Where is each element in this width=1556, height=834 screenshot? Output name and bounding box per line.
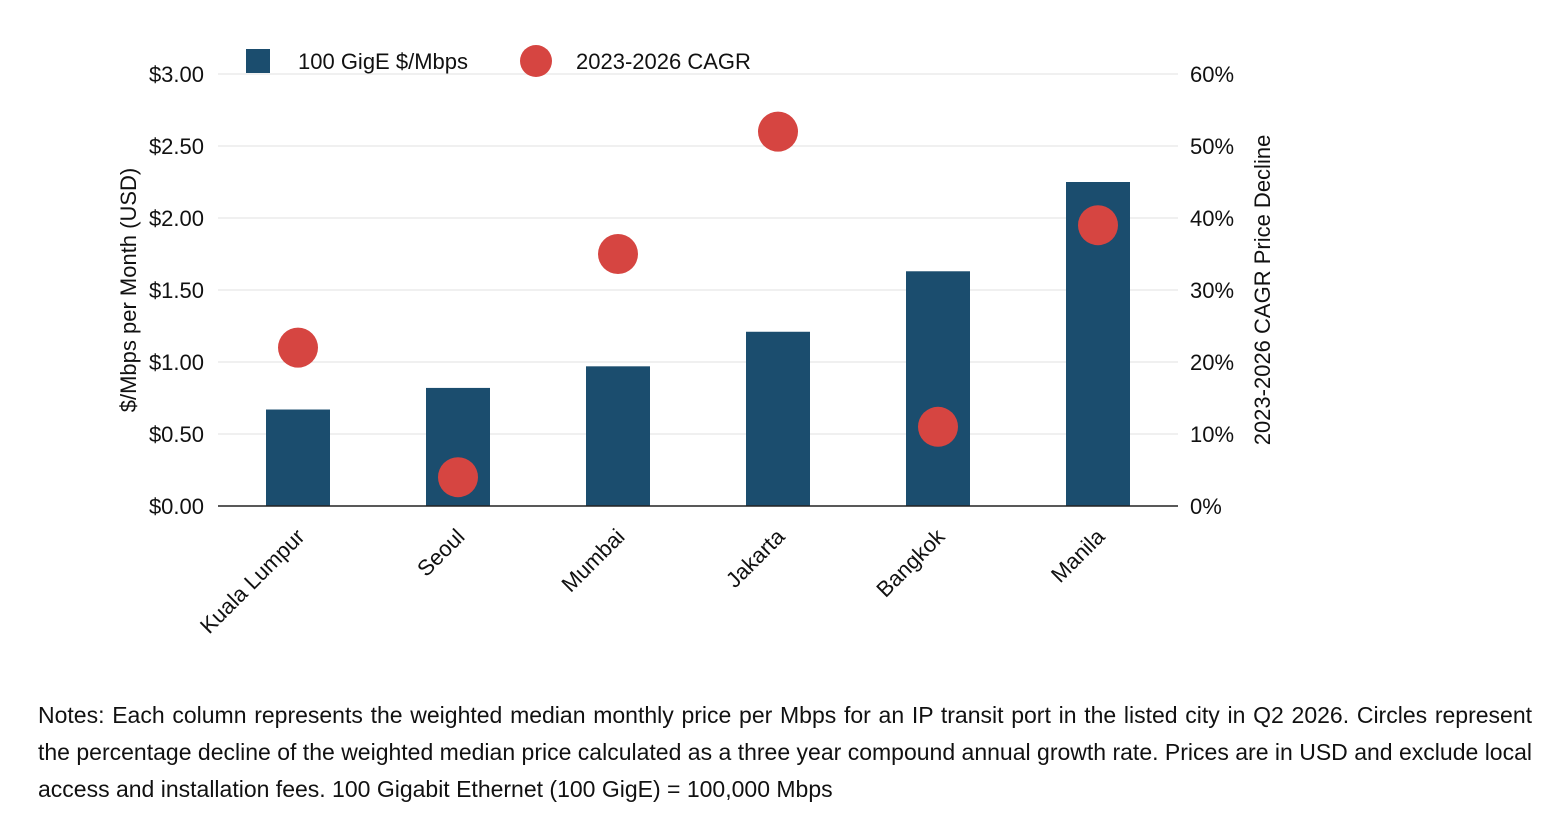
bar <box>906 271 970 506</box>
bar <box>586 366 650 506</box>
gridlines <box>218 73 1178 435</box>
cagr-point <box>1078 205 1118 246</box>
legend-label-bar: 100 GigE $/Mbps <box>298 49 468 74</box>
legend-swatch-bar <box>246 49 270 73</box>
x-tick-label: Bangkok <box>871 523 950 602</box>
cagr-point <box>758 111 798 152</box>
left-tick-label: $0.00 <box>149 494 204 519</box>
right-tick-label: 10% <box>1190 422 1234 447</box>
left-tick-label: $1.00 <box>149 350 204 375</box>
x-axis-ticks: Kuala Lumpur Seoul Mumbai Jakarta Bangkok Man… <box>195 523 1110 638</box>
cagr-point <box>598 234 638 274</box>
left-tick-label: $2.00 <box>149 206 204 231</box>
bar <box>746 331 810 506</box>
right-tick-label: 50% <box>1190 134 1234 159</box>
x-tick-label: Jakarta <box>721 523 790 592</box>
right-tick-label: 0% <box>1190 494 1222 519</box>
bar-series <box>266 182 1130 506</box>
legend-swatch-circle <box>520 45 552 77</box>
cagr-point <box>918 406 958 447</box>
right-axis-label: 2023-2026 CAGR Price Decline <box>1250 135 1275 446</box>
right-tick-label: 20% <box>1190 350 1234 375</box>
right-tick-label: 30% <box>1190 278 1234 303</box>
legend-label-circle: 2023-2026 CAGR <box>576 49 751 74</box>
left-tick-label: $0.50 <box>149 422 204 447</box>
right-axis-ticks: 0% 10% 20% 30% 40% 50% 60% <box>1190 62 1234 519</box>
right-tick-label: 60% <box>1190 62 1234 87</box>
left-axis-ticks: $0.00 $0.50 $1.00 $1.50 $2.00 $2.50 $3.00 <box>149 62 204 519</box>
chart-notes: Notes: Each column represents the weight… <box>38 702 1532 802</box>
x-tick-label: Mumbai <box>557 524 630 597</box>
point-series <box>278 111 1118 498</box>
x-tick-label: Manila <box>1046 523 1110 587</box>
right-tick-label: 40% <box>1190 206 1234 231</box>
x-tick-label: Seoul <box>412 524 469 581</box>
left-axis-label: $/Mbps per Month (USD) <box>116 168 141 413</box>
left-tick-label: $3.00 <box>149 62 204 87</box>
bar <box>266 409 330 506</box>
cagr-point <box>278 327 318 368</box>
chart: $0.00 $0.50 $1.00 $1.50 $2.00 $2.50 $3.00 0% 10… <box>116 45 1275 638</box>
left-tick-label: $1.50 <box>149 278 204 303</box>
cagr-point <box>438 457 478 498</box>
x-tick-label: Kuala Lumpur <box>195 524 310 639</box>
left-tick-label: $2.50 <box>149 134 204 159</box>
legend: 100 GigE $/Mbps 2023-2026 CAGR <box>246 45 751 77</box>
